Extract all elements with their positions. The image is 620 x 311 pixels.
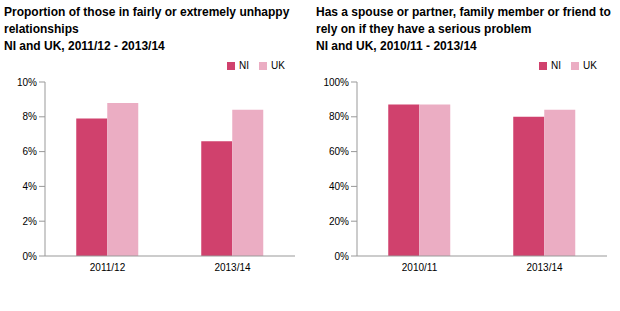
html-text:NI and UK, 2011/12 - 2013/14: NI and UK, 2011/12 - 2013/14 [4, 39, 165, 53]
html-text:Has a spouse or partner, famil: Has a spouse or partner, family member o… [316, 5, 611, 36]
html-text:UK: UK [271, 60, 285, 71]
svg-text:80%: 80% [329, 111, 349, 122]
html-text:NI and UK, 2010/11 - 2013/14: NI and UK, 2010/11 - 2013/14 [316, 39, 477, 53]
svg-text:2013/14: 2013/14 [526, 262, 563, 273]
svg-text:60%: 60% [329, 146, 349, 157]
svg-text:0%: 0% [23, 251, 38, 262]
svg-text:2010/11: 2010/11 [402, 262, 438, 273]
html-text:Proportion of those in fairly: Proportion of those in fairly or extreme… [4, 5, 290, 36]
svg-text:4%: 4% [23, 181, 38, 192]
html-text:NI: NI [239, 60, 250, 71]
svg-text:2013/14: 2013/14 [214, 262, 251, 273]
svg-text:2011/12: 2011/12 [90, 262, 126, 273]
svg-text:0%: 0% [335, 251, 350, 262]
svg-text:100%: 100% [323, 77, 349, 88]
svg-text:2%: 2% [23, 216, 38, 227]
html-text:NI: NI [551, 60, 562, 71]
svg-text:40%: 40% [329, 181, 349, 192]
svg-text:20%: 20% [329, 216, 349, 227]
svg-text:10%: 10% [17, 77, 37, 88]
html-text:UK: UK [583, 60, 597, 71]
svg-text:8%: 8% [23, 111, 38, 122]
svg-text:6%: 6% [23, 146, 38, 157]
